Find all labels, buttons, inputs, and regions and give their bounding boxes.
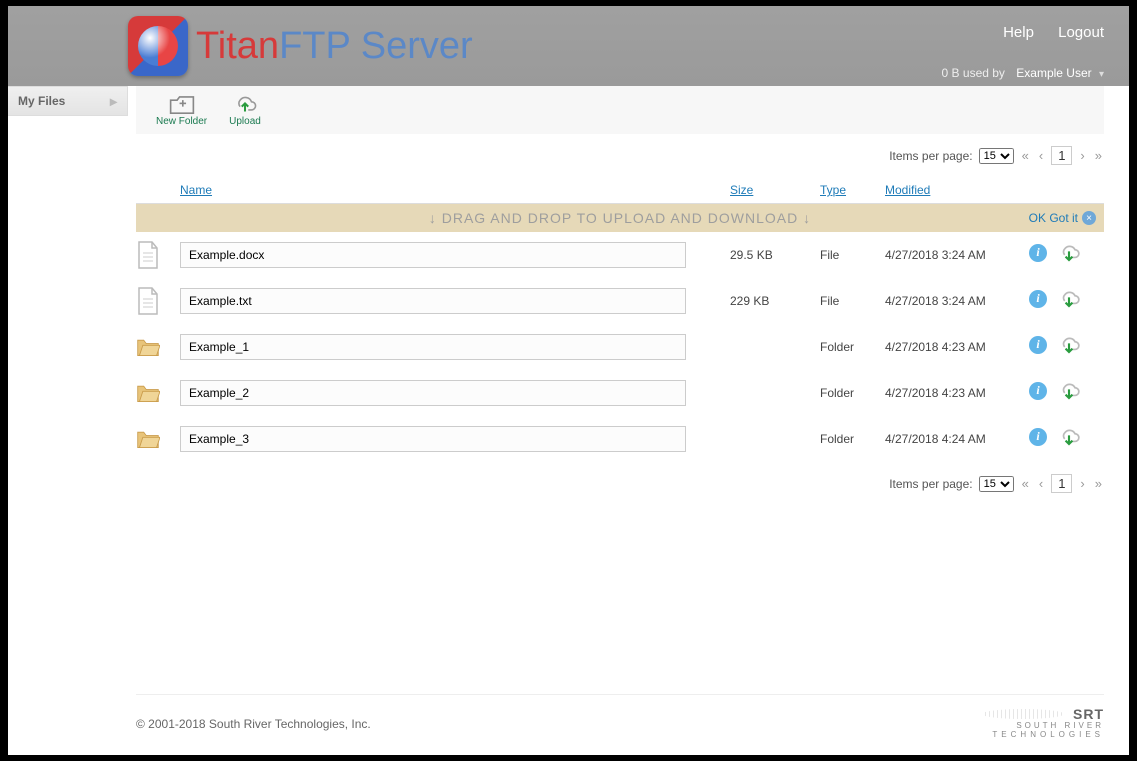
close-icon: × [1082, 211, 1096, 225]
table-row: Folder4/27/2018 4:23 AM i [136, 324, 1104, 370]
type-cell: Folder [820, 432, 885, 446]
logout-link[interactable]: Logout [1058, 24, 1104, 41]
brand-logo: TitanFTP Server [128, 16, 473, 76]
info-button[interactable]: i [1029, 382, 1047, 400]
table-row: 229 KBFile4/27/2018 3:24 AM i [136, 278, 1104, 324]
download-button[interactable] [1057, 428, 1081, 451]
new-folder-button[interactable]: New Folder [156, 94, 207, 127]
table-row: Folder4/27/2018 4:24 AM i [136, 416, 1104, 462]
filename-input[interactable] [180, 242, 686, 268]
info-button[interactable]: i [1029, 428, 1047, 446]
sort-name[interactable]: Name [180, 183, 212, 197]
type-cell: File [820, 248, 885, 262]
page-last[interactable]: » [1093, 148, 1104, 163]
upload-button[interactable]: Upload [229, 94, 261, 127]
download-button[interactable] [1057, 290, 1081, 313]
sidebar: My Files ▸ [8, 86, 128, 116]
filename-input[interactable] [180, 288, 686, 314]
size-cell: 29.5 KB [730, 248, 820, 262]
chevron-right-icon: ▸ [110, 93, 117, 110]
table-row: Folder4/27/2018 4:23 AM i [136, 370, 1104, 416]
caret-down-icon: ▾ [1099, 69, 1104, 80]
file-list: 29.5 KBFile4/27/2018 3:24 AMi229 KBFile4… [136, 232, 1104, 462]
page-prev[interactable]: ‹ [1037, 148, 1045, 163]
filename-input[interactable] [180, 426, 686, 452]
usage-text: 0 B used by [942, 66, 1005, 80]
folder-icon [136, 379, 180, 407]
sidebar-label: My Files [18, 94, 65, 108]
sidebar-item-myfiles[interactable]: My Files ▸ [8, 86, 128, 116]
download-button[interactable] [1057, 244, 1081, 267]
per-page-select-b[interactable]: 15 [979, 476, 1014, 492]
table-header: Name Size Type Modified [136, 177, 1104, 204]
brand-text: TitanFTP Server [196, 25, 473, 68]
drag-drop-banner: ↓ DRAG AND DROP TO UPLOAD AND DOWNLOAD ↓… [136, 204, 1104, 232]
page-first[interactable]: « [1020, 148, 1031, 163]
file-icon [136, 241, 180, 269]
upload-icon [232, 94, 258, 116]
new-folder-icon [169, 94, 195, 116]
copyright: © 2001-2018 South River Technologies, In… [136, 717, 371, 731]
modified-cell: 4/27/2018 4:23 AM [885, 386, 1025, 400]
header-bar: TitanFTP Server Help Logout 0 B used by … [8, 6, 1129, 86]
banner-dismiss[interactable]: OK Got it × [1029, 211, 1096, 225]
logo-icon [128, 16, 188, 76]
per-page-label-b: Items per page: [889, 477, 972, 491]
info-button[interactable]: i [1029, 336, 1047, 354]
filename-input[interactable] [180, 334, 686, 360]
sort-modified[interactable]: Modified [885, 183, 930, 197]
type-cell: File [820, 294, 885, 308]
user-menu[interactable]: Example User ▾ [1012, 66, 1104, 80]
header-links: Help Logout [983, 24, 1104, 41]
download-button[interactable] [1057, 336, 1081, 359]
sort-type[interactable]: Type [820, 183, 846, 197]
type-cell: Folder [820, 386, 885, 400]
page-current-b[interactable]: 1 [1051, 474, 1072, 493]
new-folder-label: New Folder [156, 116, 207, 127]
pager-top: Items per page: 15 « ‹ 1 › » [136, 134, 1104, 177]
per-page-select[interactable]: 15 [979, 148, 1014, 164]
toolbar: New Folder Upload [136, 86, 1104, 134]
page-next-b[interactable]: › [1078, 476, 1086, 491]
brand-titan: Titan [196, 25, 279, 67]
modified-cell: 4/27/2018 4:24 AM [885, 432, 1025, 446]
brand-ftp: FTP Server [279, 25, 473, 67]
banner-text: ↓ DRAG AND DROP TO UPLOAD AND DOWNLOAD ↓ [429, 210, 811, 226]
page-last-b[interactable]: » [1093, 476, 1104, 491]
page-current[interactable]: 1 [1051, 146, 1072, 165]
app-frame: TitanFTP Server Help Logout 0 B used by … [8, 6, 1129, 755]
main-panel: New Folder Upload Items per page: 15 « ‹… [136, 86, 1104, 700]
info-button[interactable]: i [1029, 290, 1047, 308]
filename-input[interactable] [180, 380, 686, 406]
help-link[interactable]: Help [1003, 24, 1034, 41]
info-button[interactable]: i [1029, 244, 1047, 262]
download-button[interactable] [1057, 382, 1081, 405]
folder-icon [136, 425, 180, 453]
upload-label: Upload [229, 116, 261, 127]
page-first-b[interactable]: « [1020, 476, 1031, 491]
folder-icon [136, 333, 180, 361]
sort-size[interactable]: Size [730, 183, 753, 197]
size-cell: 229 KB [730, 294, 820, 308]
modified-cell: 4/27/2018 4:23 AM [885, 340, 1025, 354]
footer: © 2001-2018 South River Technologies, In… [136, 694, 1104, 740]
per-page-label: Items per page: [889, 149, 972, 163]
modified-cell: 4/27/2018 3:24 AM [885, 248, 1025, 262]
type-cell: Folder [820, 340, 885, 354]
pager-bottom: Items per page: 15 « ‹ 1 › » [136, 462, 1104, 505]
usage-label: 0 B used by Example User ▾ [938, 66, 1104, 80]
table-row: 29.5 KBFile4/27/2018 3:24 AM i [136, 232, 1104, 278]
srt-logo: SRT SOUTH RIVER TECHNOLOGIES [992, 707, 1104, 740]
page-next[interactable]: › [1078, 148, 1086, 163]
page-prev-b[interactable]: ‹ [1037, 476, 1045, 491]
modified-cell: 4/27/2018 3:24 AM [885, 294, 1025, 308]
file-icon [136, 287, 180, 315]
